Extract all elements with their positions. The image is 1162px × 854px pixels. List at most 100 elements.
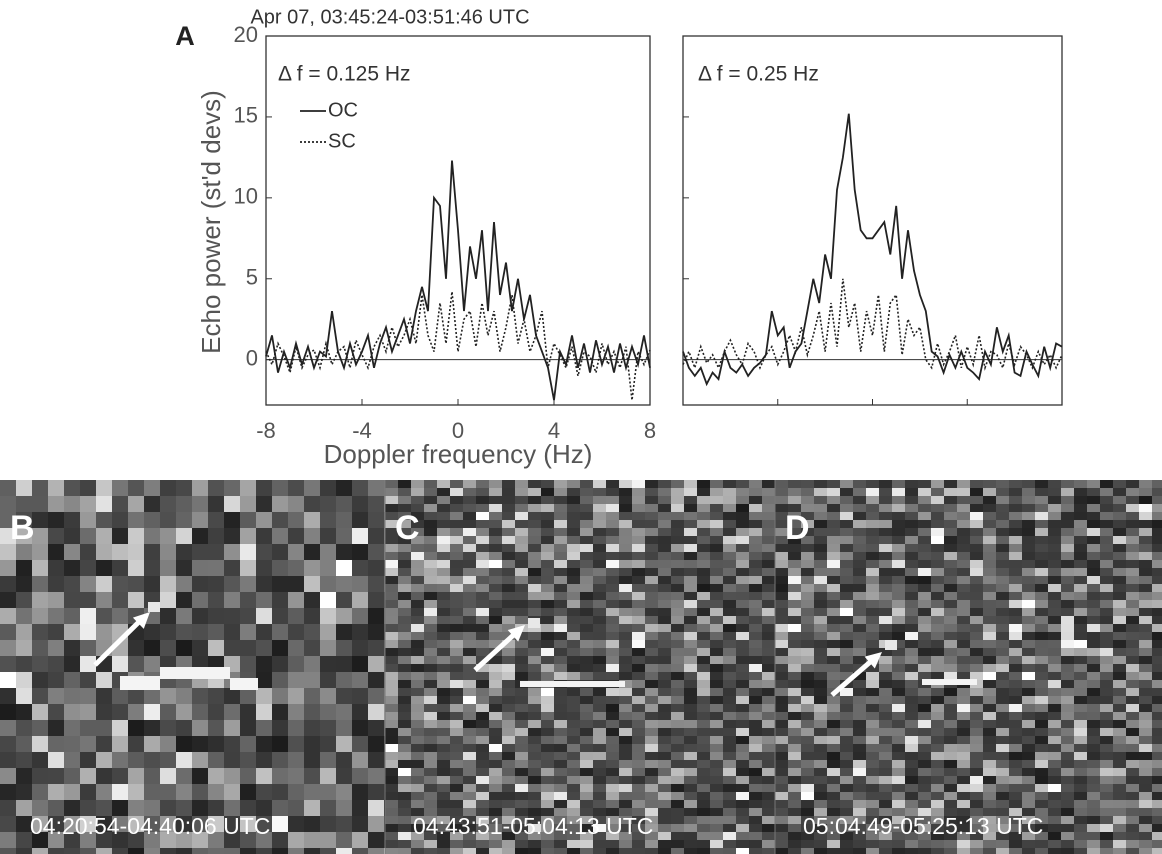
- pixel: [320, 720, 336, 736]
- pixel: [1100, 584, 1113, 592]
- pixel: [892, 784, 905, 792]
- pixel: [658, 632, 671, 640]
- pixel: [983, 480, 996, 488]
- pixel: [320, 480, 336, 496]
- pixel: [1152, 648, 1162, 656]
- pixel: [866, 600, 879, 608]
- pixel: [996, 744, 1009, 752]
- pixel: [541, 792, 554, 800]
- pixel: [1139, 720, 1152, 728]
- pixel: [1152, 640, 1162, 648]
- pixel: [541, 736, 554, 744]
- pixel: [671, 544, 684, 552]
- pixel: [1152, 656, 1162, 664]
- pixel: [1061, 800, 1074, 808]
- pixel: [1152, 704, 1162, 712]
- pixel: [606, 608, 619, 616]
- pixel: [606, 760, 619, 768]
- pixel: [658, 688, 671, 696]
- pixel: [905, 536, 918, 544]
- pixel: [112, 496, 128, 512]
- pixel: [697, 512, 710, 520]
- pixel: [368, 816, 384, 832]
- pixel: [463, 576, 476, 584]
- pixel: [144, 560, 160, 576]
- pixel: [1074, 656, 1087, 664]
- pixel: [697, 768, 710, 776]
- pixel: [1074, 816, 1087, 824]
- pixel: [749, 640, 762, 648]
- pixel: [1035, 680, 1048, 688]
- pixel: [424, 712, 437, 720]
- pixel: [48, 544, 64, 560]
- pixel: [814, 760, 827, 768]
- pixel: [853, 584, 866, 592]
- pixel: [288, 512, 304, 528]
- pixel: [1035, 744, 1048, 752]
- pixel: [866, 712, 879, 720]
- pixel: [658, 672, 671, 680]
- pixel: [983, 648, 996, 656]
- pixel: [541, 776, 554, 784]
- pixel: [957, 536, 970, 544]
- pixel: [749, 528, 762, 536]
- pixel: [697, 584, 710, 592]
- pixel: [944, 848, 957, 854]
- pixel: [48, 624, 64, 640]
- pixel: [1087, 576, 1100, 584]
- pixel: [892, 632, 905, 640]
- pixel: [1048, 584, 1061, 592]
- pixel: [866, 752, 879, 760]
- pixel: [541, 624, 554, 632]
- pixel: [944, 696, 957, 704]
- pixel: [528, 648, 541, 656]
- pixel: [1139, 728, 1152, 736]
- pixel: [476, 552, 489, 560]
- annotation: Δ f = 0.125 Hz: [278, 63, 411, 86]
- pixel: [208, 480, 224, 496]
- pixel: [697, 560, 710, 568]
- pixel: [304, 560, 320, 576]
- pixel: [827, 792, 840, 800]
- pixel: [1035, 688, 1048, 696]
- pixel: [515, 560, 528, 568]
- pixel: [1009, 520, 1022, 528]
- pixel: [489, 632, 502, 640]
- pixel: [476, 536, 489, 544]
- pixel: [1100, 496, 1113, 504]
- pixel: [1074, 808, 1087, 816]
- pixel: [697, 688, 710, 696]
- pixel: [541, 704, 554, 712]
- pixel: [385, 560, 398, 568]
- pixel: [437, 664, 450, 672]
- pixel: [554, 632, 567, 640]
- pixel: [671, 512, 684, 520]
- pixel: [658, 584, 671, 592]
- pixel: [762, 616, 775, 624]
- pixel: [801, 632, 814, 640]
- pixel: [1139, 776, 1152, 784]
- pixel: [723, 824, 736, 832]
- pixel: [580, 512, 593, 520]
- pixel: [272, 640, 288, 656]
- pixel: [606, 624, 619, 632]
- pixel: [1152, 760, 1162, 768]
- pixel: [385, 808, 398, 816]
- pixel: [450, 736, 463, 744]
- pixel: [489, 608, 502, 616]
- pixel: [892, 536, 905, 544]
- pixel: [814, 840, 827, 848]
- y-tick-label: 0: [246, 345, 258, 370]
- pixel: [944, 800, 957, 808]
- pixel: [918, 696, 931, 704]
- pixel: [1139, 672, 1152, 680]
- pixel: [528, 560, 541, 568]
- pixel: [801, 496, 814, 504]
- pixel: [658, 560, 671, 568]
- pixel: [814, 560, 827, 568]
- pixel: [905, 840, 918, 848]
- pixel: [723, 576, 736, 584]
- pixel: [224, 576, 240, 592]
- pixel: [671, 848, 684, 854]
- pixel: [541, 648, 554, 656]
